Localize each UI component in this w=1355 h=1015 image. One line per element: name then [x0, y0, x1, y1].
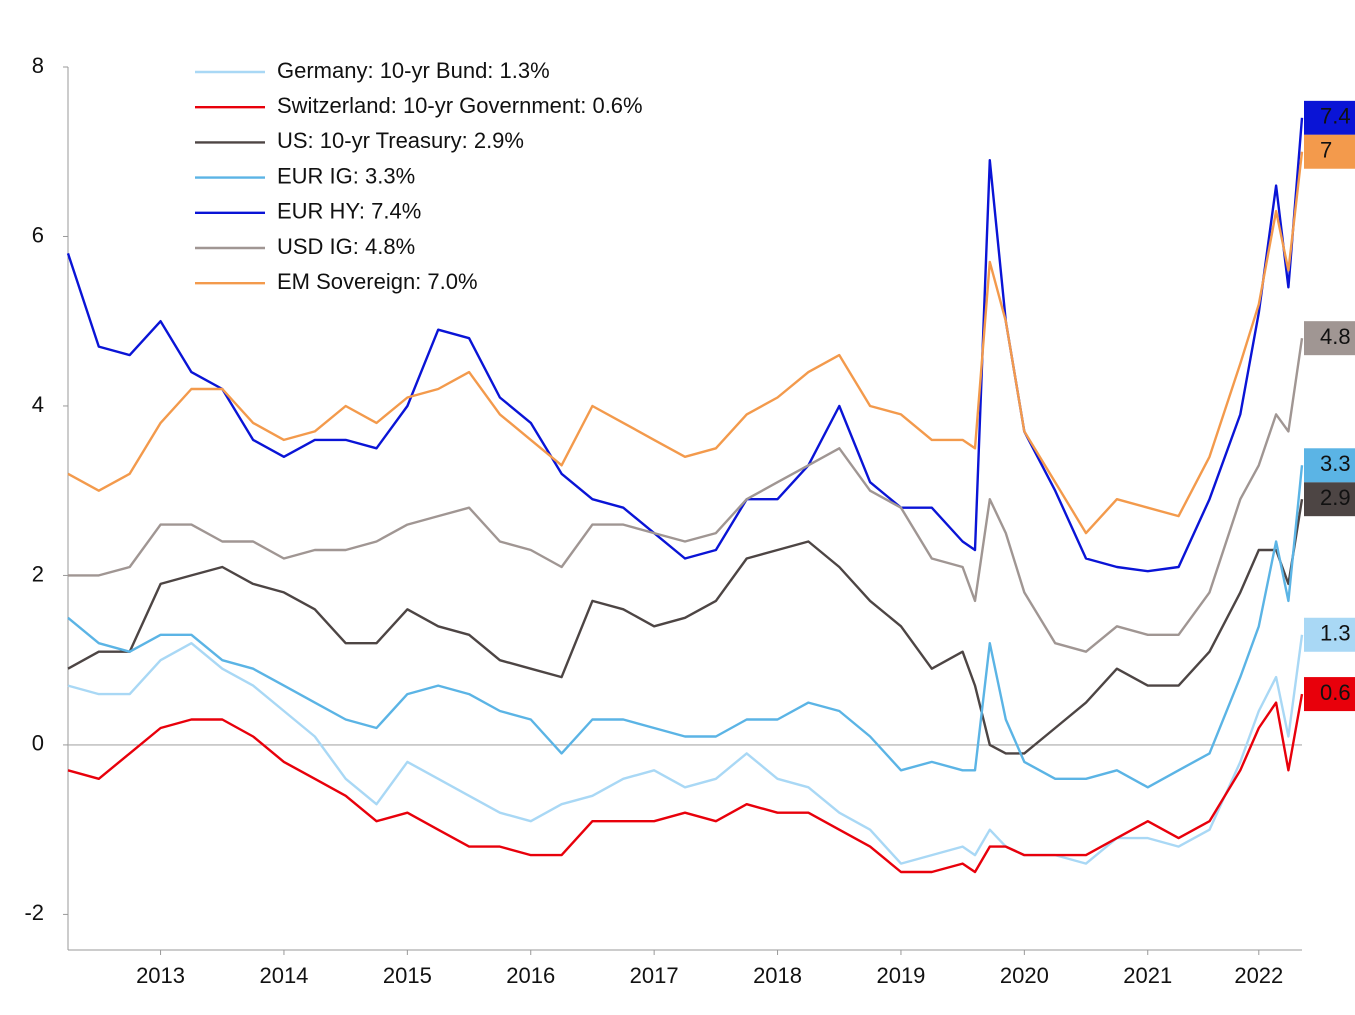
end-label: 7	[1320, 138, 1332, 163]
legend-label: EM Sovereign: 7.0%	[277, 269, 478, 294]
end-label: 0.6	[1320, 680, 1351, 705]
y-tick-label: 8	[32, 53, 44, 78]
y-tick-label: 0	[32, 731, 44, 756]
end-label: 4.8	[1320, 324, 1351, 349]
end-label-box	[1304, 617, 1355, 652]
end-label-box	[1304, 677, 1355, 712]
series-line	[67, 465, 1304, 789]
series-line	[67, 499, 1304, 755]
x-tick-label: 2021	[1123, 963, 1172, 988]
y-tick-label: 4	[32, 392, 44, 417]
x-tick-label: 2016	[506, 963, 555, 988]
end-label-box	[1304, 482, 1355, 517]
x-tick-label: 2020	[1000, 963, 1049, 988]
x-tick-label: 2017	[630, 963, 679, 988]
x-tick-label: 2018	[753, 963, 802, 988]
y-tick-label: -2	[24, 900, 44, 925]
end-label: 2.9	[1320, 485, 1351, 510]
end-label: 3.3	[1320, 451, 1351, 476]
legend-label: US: 10-yr Treasury: 2.9%	[277, 128, 524, 153]
x-tick-label: 2014	[259, 963, 308, 988]
x-tick-label: 2022	[1234, 963, 1283, 988]
end-label-box	[1304, 448, 1355, 483]
series-line	[67, 634, 1304, 865]
series-line	[68, 338, 1304, 653]
legend-label: Switzerland: 10-yr Government: 0.6%	[277, 93, 643, 118]
series-line	[67, 693, 1304, 874]
end-label: 7.4	[1320, 104, 1351, 129]
x-tick-label: 2015	[383, 963, 432, 988]
y-tick-label: 2	[32, 561, 44, 586]
end-label-box	[1304, 100, 1355, 135]
series-line	[66, 117, 1304, 573]
y-tick-label: 6	[32, 222, 44, 247]
end-label-box	[1304, 134, 1355, 169]
series-line	[67, 151, 1304, 535]
legend-label: EUR IG: 3.3%	[277, 163, 415, 188]
legend-label: Germany: 10-yr Bund: 1.3%	[277, 58, 550, 83]
x-tick-label: 2013	[136, 963, 185, 988]
end-label-box	[1304, 321, 1355, 356]
end-label: 1.3	[1320, 621, 1351, 646]
legend-label: EUR HY: 7.4%	[277, 199, 421, 224]
legend-label: USD IG: 4.8%	[277, 234, 415, 259]
x-tick-label: 2019	[876, 963, 925, 988]
